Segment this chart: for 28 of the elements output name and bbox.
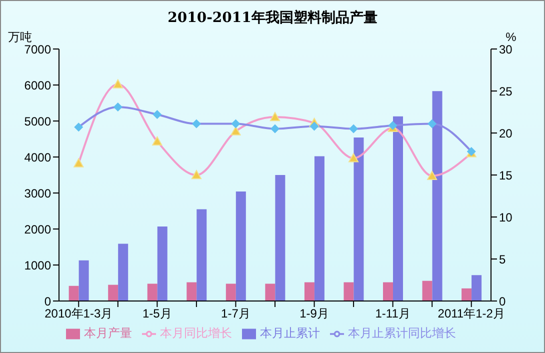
y2-tick-label: 30 [499, 42, 513, 56]
x-tick-label: 2011年1-2月 [438, 306, 505, 321]
y-axis-title: 万吨 [8, 30, 32, 44]
chart-title: 2010-2011年我国塑料制品产量 [166, 9, 378, 27]
y-tick-label: 0 [44, 294, 52, 308]
y-tick-label: 4000 [24, 150, 52, 164]
x-tick-label: 1-9月 [300, 306, 329, 321]
y-tick-label: 5000 [24, 114, 52, 128]
legend-label: 本月同比增长 [160, 326, 232, 340]
x-tick-label: 1-7月 [221, 306, 250, 321]
y-tick-label: 1000 [24, 258, 52, 272]
legend-label: 本月止累计 [260, 326, 320, 340]
legend-label: 本月止累计同比增长 [348, 326, 456, 340]
y-tick-label: 3000 [24, 186, 52, 200]
y2-tick-label: 25 [499, 84, 513, 98]
y2-tick-label: 15 [499, 168, 513, 182]
y2-tick-label: 5 [499, 252, 506, 266]
x-tick-label: 1-5月 [142, 306, 172, 321]
y-tick-label: 2000 [24, 222, 52, 236]
y-tick-label: 7000 [24, 42, 52, 56]
x-tick-label: 1-11月 [375, 306, 410, 321]
legend-label: 本月产量 [84, 326, 132, 340]
y2-axis-title: % [506, 30, 517, 44]
y2-tick-label: 10 [499, 210, 513, 224]
y-tick-label: 6000 [24, 78, 52, 92]
x-tick-label: 2010年1-3月 [44, 306, 113, 321]
y2-tick-label: 20 [499, 126, 513, 140]
y2-tick-label: 0 [499, 294, 506, 308]
